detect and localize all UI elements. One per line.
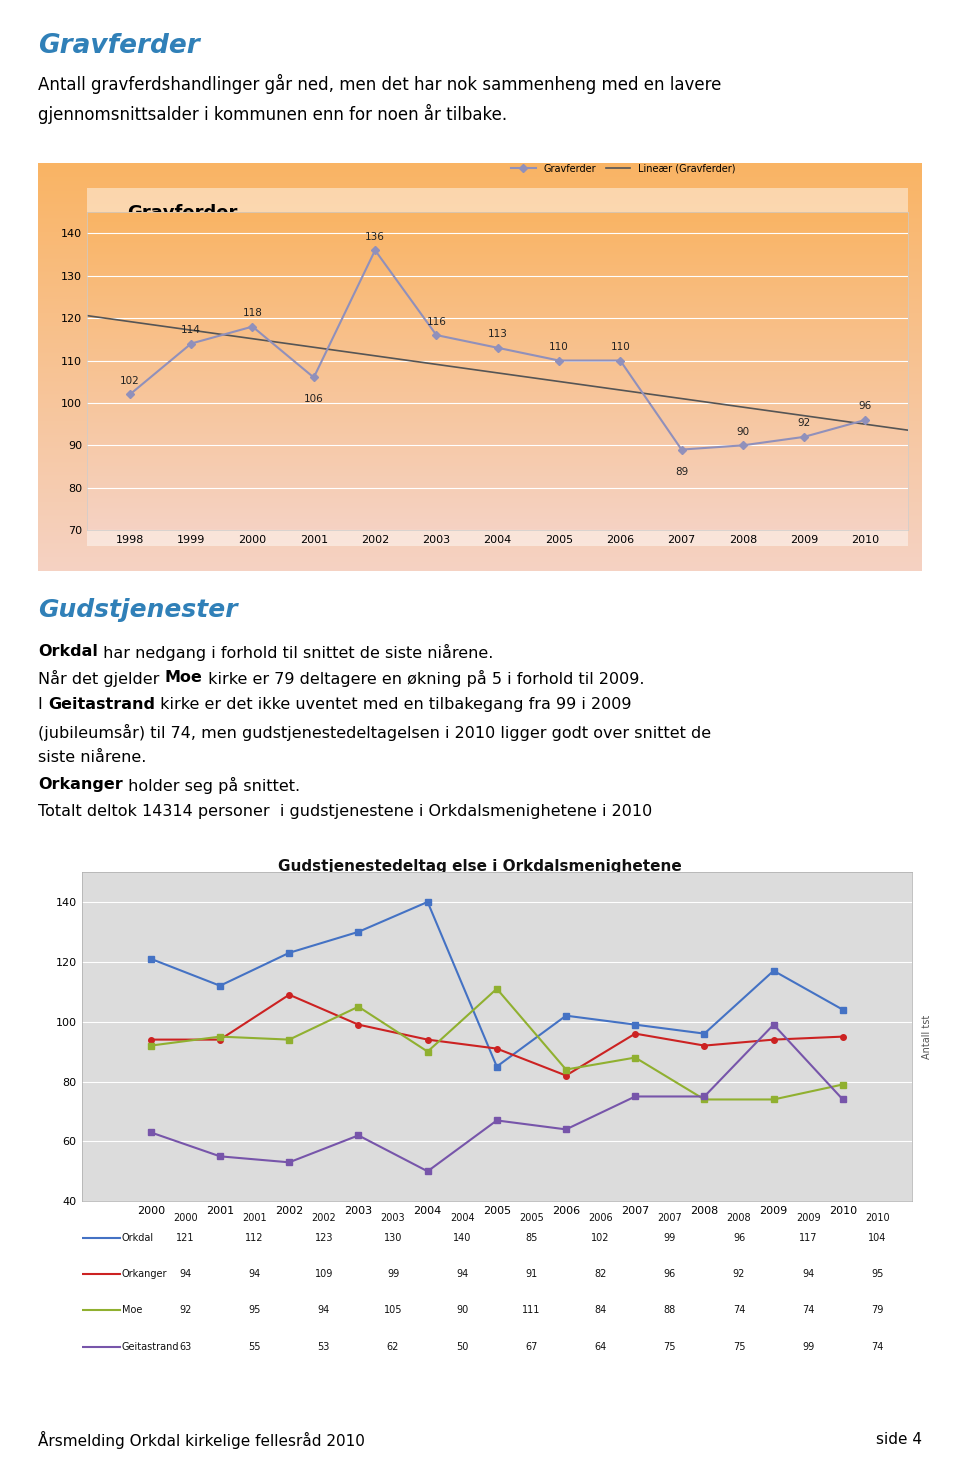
Text: 88: 88 xyxy=(663,1305,676,1315)
Text: 136: 136 xyxy=(365,231,385,242)
Text: 105: 105 xyxy=(384,1305,402,1315)
Text: kirke er 79 deltagere en økning på 5 i forhold til 2009.: kirke er 79 deltagere en økning på 5 i f… xyxy=(203,670,644,688)
Text: 94: 94 xyxy=(180,1269,192,1280)
Text: 2006: 2006 xyxy=(588,1213,612,1222)
Text: 116: 116 xyxy=(426,316,446,326)
Text: 94: 94 xyxy=(249,1269,261,1280)
Text: 99: 99 xyxy=(387,1269,399,1280)
Text: Antall gravferdshandlinger går ned, men det har nok sammenheng med en lavere
gje: Antall gravferdshandlinger går ned, men … xyxy=(38,74,722,125)
Text: 99: 99 xyxy=(663,1232,676,1243)
Text: 95: 95 xyxy=(249,1305,261,1315)
Text: 92: 92 xyxy=(798,418,811,429)
Text: Moe: Moe xyxy=(554,893,574,903)
Text: 94: 94 xyxy=(802,1269,814,1280)
Text: Antall tst: Antall tst xyxy=(922,1014,932,1059)
Text: 74: 74 xyxy=(802,1305,814,1315)
Text: 79: 79 xyxy=(872,1305,883,1315)
Text: 114: 114 xyxy=(181,325,201,335)
Text: siste niårene.: siste niårene. xyxy=(38,750,147,765)
Text: 74: 74 xyxy=(732,1305,745,1315)
Text: Årsmelding Orkdal kirkelige fellesråd 2010: Årsmelding Orkdal kirkelige fellesråd 20… xyxy=(38,1431,365,1449)
Text: 2000: 2000 xyxy=(173,1213,198,1222)
Text: Geitastrand: Geitastrand xyxy=(122,1342,180,1351)
Text: 96: 96 xyxy=(859,402,872,411)
Text: 63: 63 xyxy=(180,1342,192,1351)
Text: 130: 130 xyxy=(384,1232,402,1243)
Text: 90: 90 xyxy=(456,1305,468,1315)
Text: 64: 64 xyxy=(594,1342,607,1351)
Text: 96: 96 xyxy=(663,1269,676,1280)
Text: 111: 111 xyxy=(522,1305,540,1315)
Text: 121: 121 xyxy=(176,1232,195,1243)
Text: 110: 110 xyxy=(549,343,569,351)
Text: 2004: 2004 xyxy=(450,1213,474,1222)
Text: 123: 123 xyxy=(315,1232,333,1243)
Text: 95: 95 xyxy=(872,1269,883,1280)
Text: 94: 94 xyxy=(456,1269,468,1280)
Text: 89: 89 xyxy=(675,467,688,476)
Text: Orkdal: Orkdal xyxy=(38,644,98,658)
Text: 102: 102 xyxy=(591,1232,610,1243)
Text: Gudstjenestedeltag else i Orkdalsmenighetene: Gudstjenestedeltag else i Orkdalsmenighe… xyxy=(278,859,682,873)
Text: Orkanger: Orkanger xyxy=(38,777,123,792)
Text: 74: 74 xyxy=(872,1342,883,1351)
Text: 109: 109 xyxy=(315,1269,333,1280)
Text: 2010: 2010 xyxy=(865,1213,890,1222)
Text: Når det gjelder: Når det gjelder xyxy=(38,670,165,688)
Text: 82: 82 xyxy=(594,1269,607,1280)
Text: 99: 99 xyxy=(802,1342,814,1351)
Text: Moe: Moe xyxy=(122,1305,142,1315)
Text: 2009: 2009 xyxy=(796,1213,821,1222)
Text: 2005: 2005 xyxy=(519,1213,543,1222)
Legend: Gravferder, Lineær (Gravferder): Gravferder, Lineær (Gravferder) xyxy=(508,160,739,178)
Text: 110: 110 xyxy=(611,343,630,351)
Text: Gravferder: Gravferder xyxy=(38,33,200,59)
Text: 2007: 2007 xyxy=(658,1213,683,1222)
Text: Gudstjenester: Gudstjenester xyxy=(38,598,238,621)
Text: 90: 90 xyxy=(736,427,750,437)
Text: 55: 55 xyxy=(249,1342,261,1351)
Text: 117: 117 xyxy=(799,1232,818,1243)
Text: 104: 104 xyxy=(868,1232,887,1243)
Text: 2003: 2003 xyxy=(381,1213,405,1222)
Text: Orkanger: Orkanger xyxy=(406,893,452,903)
Bar xyxy=(87,187,908,547)
Text: Orkanger: Orkanger xyxy=(122,1269,167,1280)
Text: 112: 112 xyxy=(246,1232,264,1243)
Text: 94: 94 xyxy=(318,1305,330,1315)
Text: 50: 50 xyxy=(456,1342,468,1351)
Text: 2008: 2008 xyxy=(727,1213,752,1222)
Text: 53: 53 xyxy=(318,1342,330,1351)
Text: Geitastrand: Geitastrand xyxy=(48,697,156,712)
Text: Orkdal: Orkdal xyxy=(122,1232,154,1243)
Text: 85: 85 xyxy=(525,1232,538,1243)
Text: holder seg på snittet.: holder seg på snittet. xyxy=(123,777,300,795)
Text: 96: 96 xyxy=(732,1232,745,1243)
Text: 106: 106 xyxy=(304,394,324,405)
Text: I: I xyxy=(38,697,48,712)
Text: side 4: side 4 xyxy=(876,1433,922,1447)
Text: 92: 92 xyxy=(732,1269,745,1280)
Text: 67: 67 xyxy=(525,1342,538,1351)
Text: Gravferder: Gravferder xyxy=(127,203,237,222)
Text: 75: 75 xyxy=(663,1342,676,1351)
Text: 2001: 2001 xyxy=(242,1213,267,1222)
Text: 75: 75 xyxy=(732,1342,745,1351)
Text: 113: 113 xyxy=(488,329,508,340)
Text: Totalt deltok 14314 personer  i gudstjenestene i Orkdalsmenighetene i 2010: Totalt deltok 14314 personer i gudstjene… xyxy=(38,804,653,819)
Text: 91: 91 xyxy=(525,1269,538,1280)
Text: kirke er det ikke uventet med en tilbakegang fra 99 i 2009: kirke er det ikke uventet med en tilbake… xyxy=(156,697,632,712)
Text: 62: 62 xyxy=(387,1342,399,1351)
Text: 140: 140 xyxy=(453,1232,471,1243)
Text: Geitastrand: Geitastrand xyxy=(701,893,758,903)
Text: (jubileumsår) til 74, men gudstjenestedeltagelsen i 2010 ligger godt over snitte: (jubileumsår) til 74, men gudstjenestede… xyxy=(38,724,711,742)
Text: 84: 84 xyxy=(594,1305,607,1315)
Text: Moe: Moe xyxy=(165,670,203,685)
Text: 118: 118 xyxy=(243,308,262,319)
Text: 2002: 2002 xyxy=(311,1213,336,1222)
Text: 92: 92 xyxy=(180,1305,192,1315)
Text: har nedgang i forhold til snittet de siste niårene.: har nedgang i forhold til snittet de sis… xyxy=(98,644,493,661)
Text: Orkdal: Orkdal xyxy=(259,893,291,903)
Text: 102: 102 xyxy=(120,377,140,386)
